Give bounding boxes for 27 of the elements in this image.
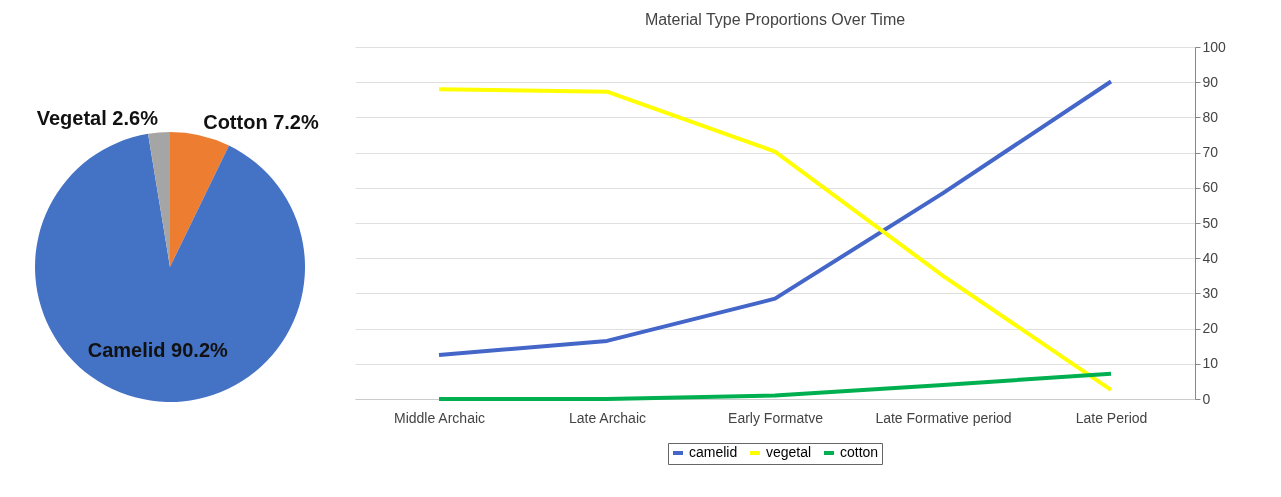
x-tick-label: Middle Archaic bbox=[393, 409, 486, 426]
y-tick-label: 50 bbox=[1202, 214, 1219, 231]
legend-label: camelid bbox=[689, 444, 738, 460]
pie-slice bbox=[148, 132, 170, 267]
legend-label: vegetal bbox=[766, 444, 812, 460]
y-tick-label: 60 bbox=[1202, 179, 1219, 196]
x-tick-label: Late Archaic bbox=[568, 409, 647, 426]
y-tick-label: 100 bbox=[1202, 38, 1227, 55]
line-series bbox=[437, 371, 1113, 401]
slice-label: Vegetal 2.6% bbox=[36, 107, 159, 130]
chart-title: Material Type Proportions Over Time bbox=[644, 11, 906, 28]
legend-label: cotton bbox=[840, 444, 879, 460]
y-tick-label: 10 bbox=[1202, 355, 1219, 372]
slice-label: Cotton 7.2% bbox=[203, 110, 319, 133]
x-tick-label: Late Period bbox=[1075, 409, 1148, 426]
y-tick-label: 30 bbox=[1202, 284, 1219, 301]
x-tick-label: Early Formatve bbox=[728, 409, 824, 426]
pie-slice bbox=[170, 132, 230, 267]
y-tick-label: 90 bbox=[1202, 73, 1219, 90]
y-tick-label: 70 bbox=[1202, 144, 1219, 161]
slice-label: Camelid 90.2% bbox=[87, 339, 229, 362]
pie-slice bbox=[35, 133, 305, 402]
x-tick-label: Late Formative period bbox=[875, 409, 1012, 426]
y-tick-label: 40 bbox=[1202, 249, 1219, 266]
y-tick-label: 80 bbox=[1202, 108, 1219, 125]
y-tick-label: 20 bbox=[1202, 320, 1219, 337]
y-tick-label: 0 bbox=[1202, 390, 1211, 407]
